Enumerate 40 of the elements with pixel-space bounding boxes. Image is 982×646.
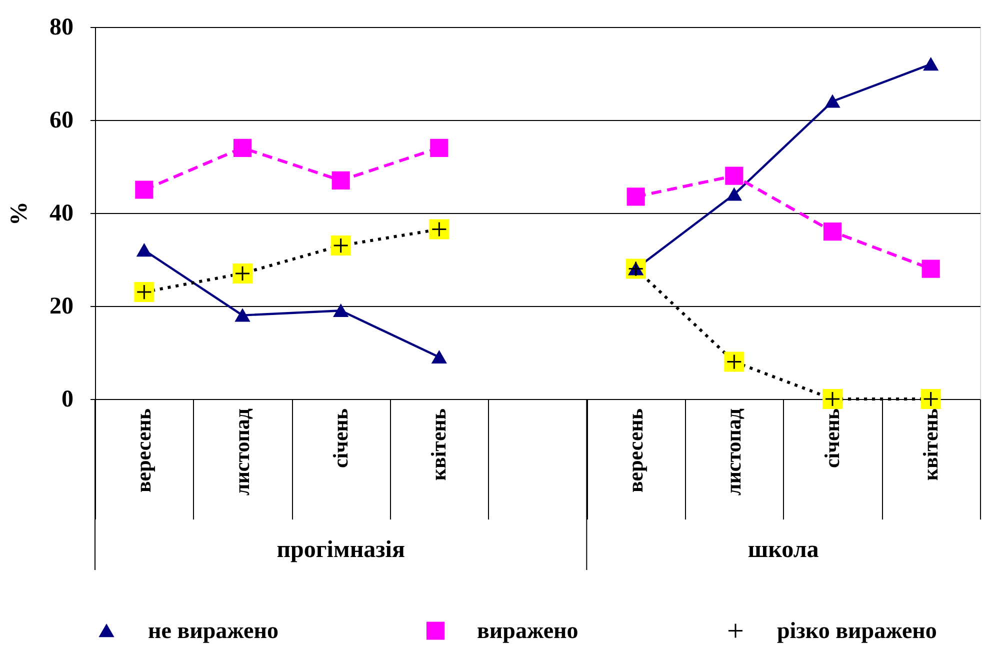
x-tick-label: квітень	[918, 408, 942, 481]
point	[135, 180, 154, 199]
point	[232, 263, 252, 284]
point	[626, 188, 645, 206]
point	[726, 188, 742, 201]
x-tick-label: листопад	[230, 408, 254, 496]
point	[134, 282, 154, 302]
point	[920, 389, 941, 409]
point	[924, 58, 938, 71]
y-tick-label: 20	[50, 294, 74, 320]
y-tick-label: 0	[62, 386, 74, 412]
x-tick-label: листопад	[722, 408, 746, 496]
point	[136, 244, 152, 257]
x-tick-label: вересень	[132, 408, 156, 493]
point	[825, 95, 840, 108]
x-tick-label: січень	[820, 408, 844, 468]
point	[432, 350, 446, 364]
point	[922, 260, 940, 278]
y-tick-label: 60	[50, 108, 74, 134]
y-tick-label: 80	[50, 14, 74, 40]
legend-label: не виражено	[148, 618, 279, 643]
x-tick-label: січень	[328, 408, 352, 468]
y-axis-title: %	[6, 202, 32, 226]
point	[725, 166, 744, 185]
point	[233, 138, 252, 157]
point	[332, 171, 350, 190]
legend-label: різко виражено	[777, 618, 937, 643]
text: прогімназія	[276, 537, 405, 563]
text: школа	[748, 537, 819, 563]
point	[724, 352, 744, 372]
point	[330, 236, 351, 256]
y-tick-label: 40	[50, 200, 74, 226]
point	[429, 219, 450, 240]
point	[334, 304, 348, 318]
x-tick-label: вересень	[623, 408, 648, 493]
legend-label: виражено	[477, 618, 578, 643]
point	[235, 308, 250, 322]
point	[823, 222, 842, 241]
point	[430, 138, 448, 157]
x-tick-label: квітень	[426, 408, 451, 481]
